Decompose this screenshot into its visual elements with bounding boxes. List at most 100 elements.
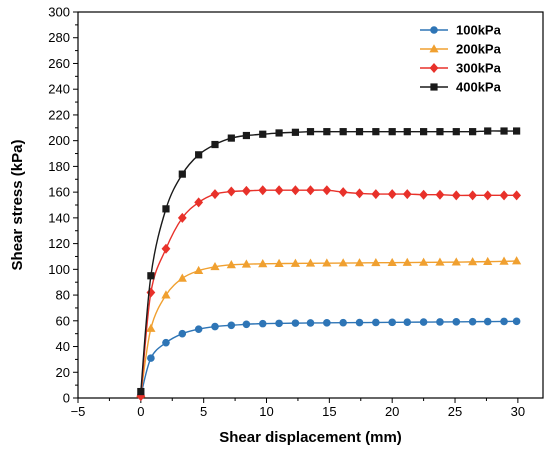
data-point	[483, 190, 493, 201]
y-axis: 0 20 40 60 80 100 120 140 160 180 200 220 240 260 280 3…	[48, 5, 78, 406]
data-point	[451, 257, 461, 266]
data-point	[500, 127, 508, 135]
data-point	[210, 189, 220, 200]
data-point	[211, 322, 219, 331]
legend-marker	[429, 63, 439, 73]
y-tick-label: 40	[56, 339, 70, 354]
data-point	[387, 257, 397, 267]
data-point	[178, 329, 187, 338]
y-tick-label: 240	[48, 82, 70, 97]
data-point	[436, 128, 444, 136]
data-point	[468, 317, 477, 326]
data-point	[468, 190, 478, 201]
series-line	[140, 189, 517, 397]
y-tick-label: 180	[48, 159, 70, 174]
data-point	[338, 187, 348, 198]
series-400kPa	[137, 127, 521, 396]
data-point	[146, 287, 156, 298]
y-tick-label: 120	[48, 236, 70, 251]
series-300kPa	[136, 185, 522, 402]
data-point	[291, 185, 300, 196]
legend-marker	[429, 44, 439, 53]
series-100kPa	[137, 317, 521, 400]
data-point	[195, 151, 203, 159]
data-point	[226, 186, 236, 197]
legend-item: 200kPa	[420, 42, 502, 57]
data-point	[468, 257, 478, 266]
data-point	[452, 318, 461, 326]
data-point	[227, 321, 236, 330]
data-point	[339, 128, 347, 136]
y-tick-label: 100	[48, 262, 70, 277]
data-point	[388, 318, 396, 327]
data-point	[372, 318, 380, 327]
data-point	[162, 338, 170, 347]
y-tick-label: 260	[48, 56, 70, 71]
data-point	[194, 265, 204, 275]
data-point	[484, 127, 492, 135]
x-tick-label: 0	[137, 404, 144, 419]
data-point	[210, 261, 220, 271]
data-point	[499, 256, 509, 265]
y-tick-label: 20	[56, 365, 70, 380]
data-point	[242, 320, 251, 329]
series-line	[140, 130, 517, 392]
data-point	[275, 319, 283, 328]
legend-marker	[430, 26, 438, 34]
y-tick-label: 200	[48, 133, 70, 148]
data-point	[483, 256, 493, 266]
data-point	[355, 128, 364, 136]
data-point	[500, 317, 508, 326]
x-tick-label: 5	[200, 404, 207, 419]
legend-label: 400kPa	[456, 80, 502, 95]
data-point	[306, 128, 315, 136]
legend-label: 100kPa	[456, 23, 502, 38]
data-point	[274, 258, 284, 267]
data-point	[177, 212, 187, 223]
x-tick-label: 30	[511, 404, 525, 419]
y-tick-label: 60	[56, 313, 70, 328]
data-point	[355, 188, 364, 199]
data-point	[436, 318, 444, 326]
data-point	[147, 272, 155, 280]
data-point	[402, 189, 412, 200]
data-point	[371, 189, 381, 200]
legend-label: 300kPa	[456, 61, 502, 76]
data-point	[275, 129, 283, 137]
data-point	[146, 323, 156, 332]
data-point	[513, 127, 521, 135]
legend-label: 200kPa	[456, 42, 502, 57]
data-point	[137, 387, 145, 396]
data-point	[371, 257, 381, 267]
series-layer	[136, 127, 522, 402]
x-tick-label: 25	[448, 404, 462, 419]
data-point	[306, 185, 315, 196]
y-tick-label: 300	[48, 5, 70, 20]
series-200kPa	[136, 256, 522, 398]
data-point	[177, 273, 187, 282]
data-point	[241, 259, 252, 268]
data-point	[227, 134, 235, 142]
data-point	[339, 318, 347, 327]
legend: 100kPa 200kPa 300kPa 400kPa	[420, 23, 502, 95]
data-point	[323, 128, 331, 136]
data-point	[258, 185, 268, 196]
legend-item: 400kPa	[420, 80, 502, 95]
data-point	[161, 290, 171, 299]
x-tick-label: 15	[322, 404, 336, 419]
x-tick-label: 10	[259, 404, 273, 419]
data-point	[242, 131, 251, 140]
data-point	[388, 128, 396, 136]
data-point	[402, 257, 412, 266]
data-point	[354, 258, 365, 267]
y-tick-label: 0	[63, 391, 70, 406]
data-point	[290, 258, 301, 267]
data-point	[469, 128, 477, 136]
legend-item: 100kPa	[420, 23, 502, 38]
x-tick-label: −5	[71, 404, 86, 419]
x-axis-title: Shear displacement (mm)	[219, 429, 402, 446]
data-point	[147, 354, 155, 362]
legend-item: 300kPa	[420, 61, 502, 76]
data-point	[435, 189, 445, 200]
legend-marker	[430, 83, 438, 91]
